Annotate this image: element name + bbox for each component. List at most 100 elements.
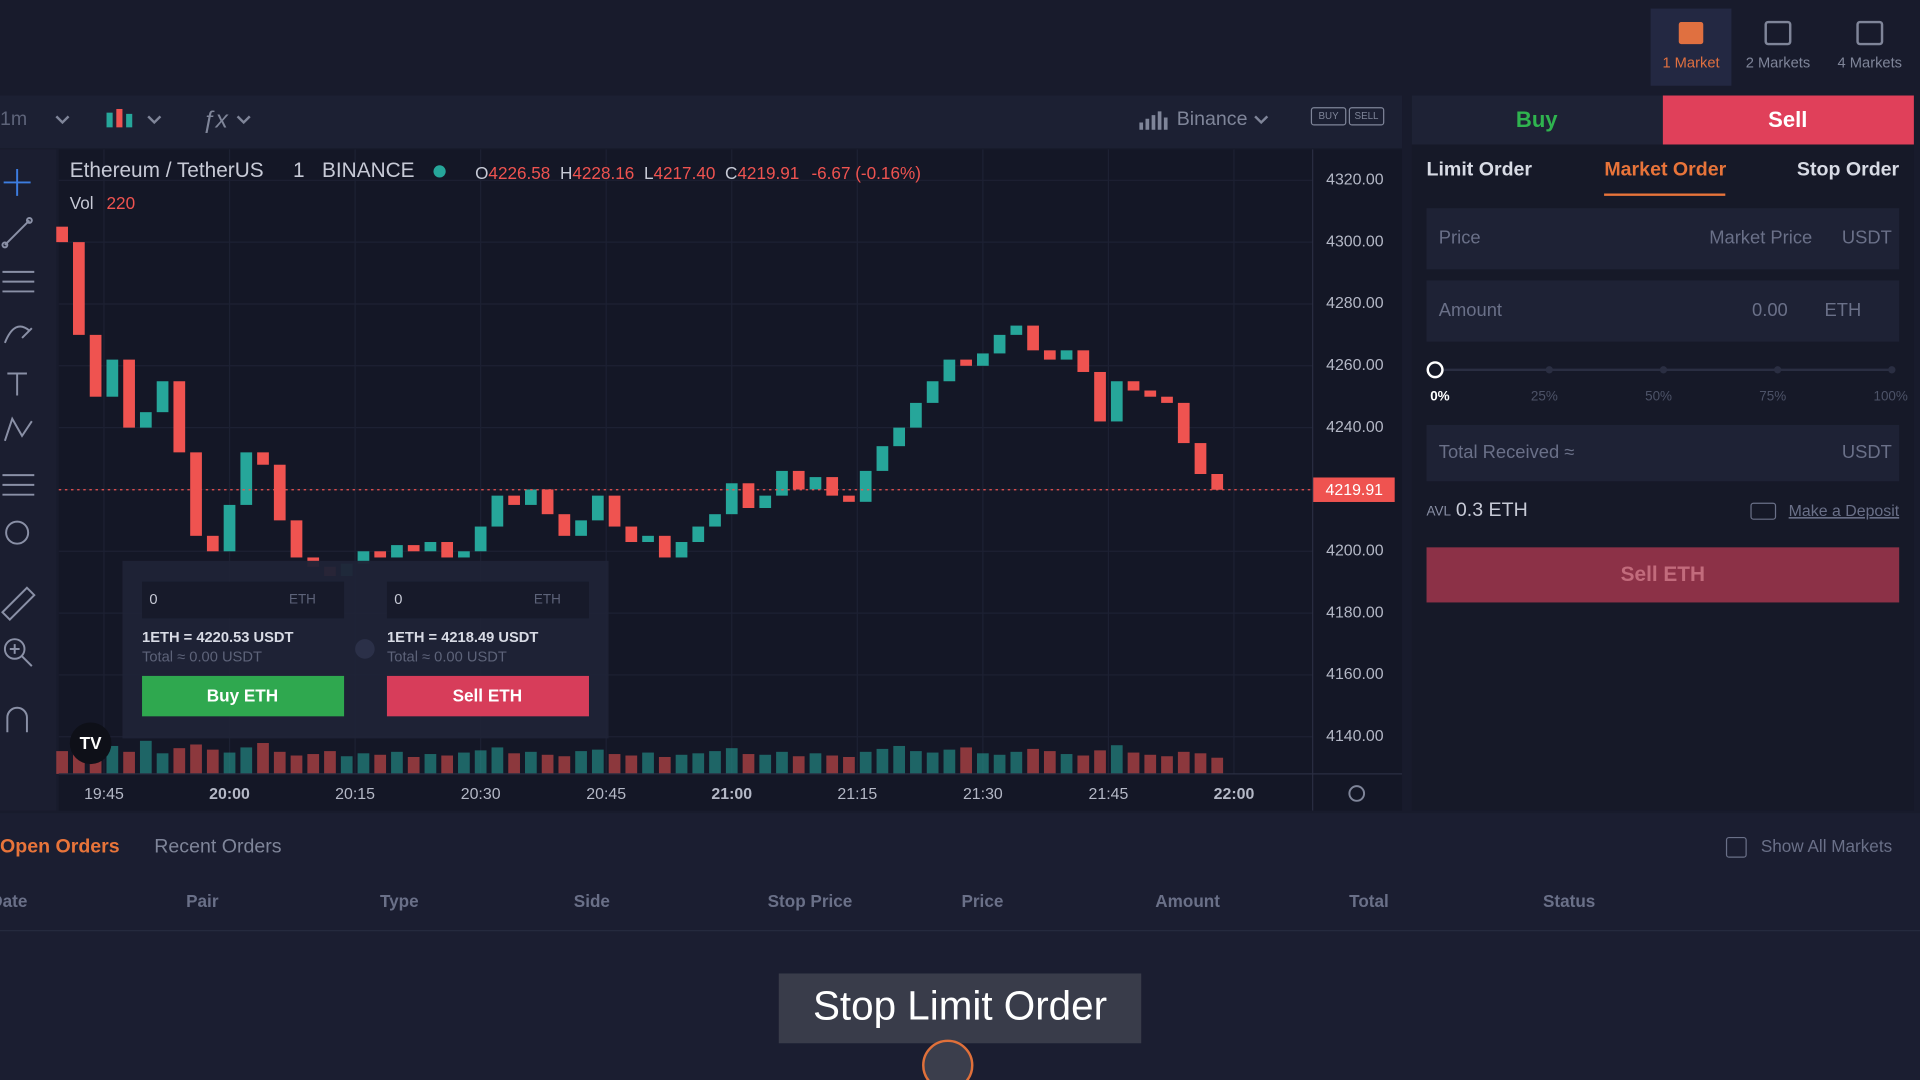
sell-icon[interactable] xyxy=(1348,107,1385,126)
layout-tab[interactable]: 1 Market xyxy=(1662,56,1719,72)
candle xyxy=(508,495,520,505)
sell-tab-label: Sell xyxy=(1768,107,1807,132)
slider-thumb[interactable] xyxy=(1426,361,1444,379)
status-dot xyxy=(433,165,446,178)
volume-bar xyxy=(1127,752,1140,774)
x-tick-label: 19:45 xyxy=(84,786,124,803)
buy-tab[interactable] xyxy=(1411,95,1663,145)
x-tick-label: 22:00 xyxy=(1214,786,1255,803)
candle xyxy=(156,381,169,413)
sell-amount-field[interactable] xyxy=(386,581,589,619)
x-tick-label: 21:15 xyxy=(837,786,877,803)
candle xyxy=(1027,325,1039,351)
volume-bar xyxy=(1043,751,1056,774)
volume-bar xyxy=(1177,751,1190,774)
slider-stop xyxy=(1773,366,1782,374)
volume-bar xyxy=(1144,754,1157,774)
candle xyxy=(1094,371,1106,422)
sell-tab[interactable] xyxy=(1662,95,1914,145)
buy-amount-field[interactable] xyxy=(142,581,345,619)
candle-icon[interactable] xyxy=(106,108,133,128)
total-field xyxy=(1426,424,1900,482)
candle xyxy=(73,242,85,335)
volume-bar xyxy=(407,756,420,774)
candle xyxy=(491,495,504,527)
slider-stop xyxy=(1659,366,1668,374)
sell-button[interactable] xyxy=(386,675,589,717)
exchange[interactable]: Binance xyxy=(1177,108,1248,130)
deposit-link[interactable]: Make a Deposit xyxy=(1789,503,1900,520)
volume-bar xyxy=(692,753,705,774)
layout-tab[interactable]: 2 Markets xyxy=(1746,56,1810,72)
buy-icon[interactable] xyxy=(1310,107,1347,126)
y-tick-label: 4240.00 xyxy=(1326,419,1384,436)
tv-logo-text: TV xyxy=(80,733,102,753)
volume-bar xyxy=(89,754,102,774)
candle xyxy=(792,470,805,490)
exchange-icon xyxy=(1139,111,1168,130)
show-all-checkbox[interactable] xyxy=(1725,836,1747,858)
slider: 0% 25% 50% 75% 100% xyxy=(1430,366,1908,403)
quick-trade: 0 ETH 1ETH = 4220.53 USDT Total ≈ 0.00 U… xyxy=(122,560,609,739)
ohlc-key: C xyxy=(725,162,737,182)
column-header: Amount xyxy=(1155,891,1220,911)
volume-bar xyxy=(558,756,571,774)
drawing-tools[interactable] xyxy=(1,168,36,733)
submit-button[interactable] xyxy=(1426,547,1900,603)
layout-tab-active[interactable] xyxy=(1650,8,1732,86)
candle xyxy=(1194,443,1207,474)
last-price-label: 4219.91 xyxy=(1326,482,1384,499)
amount-field[interactable] xyxy=(1426,280,1900,342)
volume-bar xyxy=(893,745,906,774)
buy-tab-label: Buy xyxy=(1516,107,1558,132)
price-field[interactable] xyxy=(1426,208,1900,270)
layout-tab[interactable]: 4 Markets xyxy=(1838,56,1902,72)
order-columns: Date Pair Type Side Stop Price Price Amount Tot… xyxy=(0,891,1595,911)
volume-bar xyxy=(340,756,353,774)
cursor-avatar xyxy=(922,1039,974,1080)
settings-icon[interactable] xyxy=(1348,785,1366,802)
buy-button[interactable] xyxy=(142,675,345,717)
indicator-icon[interactable]: ƒx xyxy=(202,107,229,134)
volume-bar xyxy=(742,754,755,774)
candle xyxy=(525,489,537,505)
volume-bar xyxy=(809,753,822,774)
column-header: Date xyxy=(0,891,27,911)
volume-bar xyxy=(173,748,186,774)
volume-bar xyxy=(206,749,219,774)
candle xyxy=(56,226,68,243)
sell-button-label: Sell ETH xyxy=(453,685,522,705)
order-type[interactable]: Stop Order xyxy=(1797,158,1900,180)
price-label: Price xyxy=(1439,227,1481,248)
price-unit: USDT xyxy=(1842,227,1892,248)
candle xyxy=(441,542,454,558)
volume-bar xyxy=(977,753,989,774)
volume-bar xyxy=(1060,754,1073,774)
volume-bar xyxy=(642,752,654,774)
order-type-active[interactable]: Market Order xyxy=(1604,158,1726,180)
volume-bar xyxy=(424,754,437,774)
orders-tab-active[interactable]: Open Orders xyxy=(0,836,120,858)
interval[interactable]: 1m xyxy=(0,108,27,130)
candle xyxy=(1127,381,1140,391)
symbol: Ethereum / TetherUS xyxy=(70,159,264,182)
candle xyxy=(977,353,989,366)
candle xyxy=(173,381,186,453)
volume-bar xyxy=(1110,745,1123,774)
show-all-label: Show All Markets xyxy=(1761,836,1892,856)
amount-value: 0.00 xyxy=(1752,299,1788,320)
candle xyxy=(273,464,286,521)
candle xyxy=(1077,350,1090,372)
total-unit: USDT xyxy=(1842,441,1892,462)
volume-bar xyxy=(658,756,671,774)
layout-icon xyxy=(1764,20,1792,46)
orders-tab[interactable]: Recent Orders xyxy=(154,836,282,858)
volume-bar xyxy=(290,755,303,774)
x-tick-label: 21:30 xyxy=(963,786,1003,803)
dropdown-arrows xyxy=(55,115,1269,125)
submit-label: Sell ETH xyxy=(1621,563,1705,586)
x-tick-label: 20:00 xyxy=(209,786,250,803)
order-type[interactable]: Limit Order xyxy=(1427,158,1533,180)
volume-bar xyxy=(843,756,855,774)
